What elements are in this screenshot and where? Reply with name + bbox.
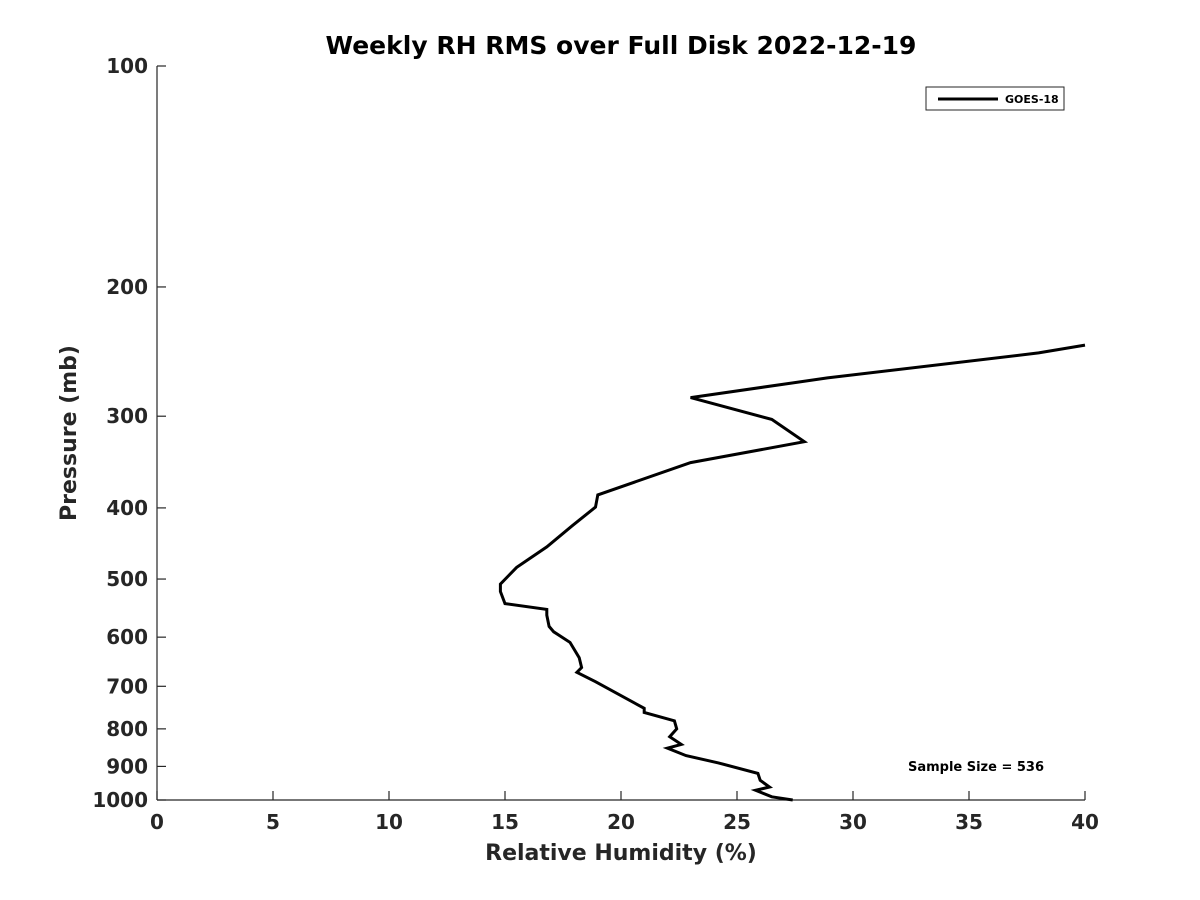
y-tick-label: 1000 [92, 788, 148, 812]
x-tick-label: 0 [150, 810, 164, 834]
axes: 0 5 10 15 20 25 30 35 40 100 200 300 400 500 600 700 800… [92, 54, 1099, 834]
x-tick-label: 35 [955, 810, 983, 834]
x-tick-label: 30 [839, 810, 867, 834]
series-line [498, 343, 1086, 802]
y-tick-label: 200 [106, 275, 148, 299]
x-tick-label: 10 [375, 810, 403, 834]
x-tick-label: 20 [607, 810, 635, 834]
chart-title: Weekly RH RMS over Full Disk 2022-12-19 [326, 31, 917, 60]
x-axis-label: Relative Humidity (%) [485, 841, 757, 866]
legend: GOES-18 [925, 86, 1065, 111]
x-tick-label: 5 [266, 810, 280, 834]
y-tick-label: 900 [106, 754, 148, 778]
series-layer [498, 343, 1086, 802]
sample-size-annotation: Sample Size = 536 [908, 760, 1044, 775]
y-tick-label: 500 [106, 567, 148, 591]
y-tick-label: 400 [106, 496, 148, 520]
x-tick-label: 40 [1071, 810, 1099, 834]
y-tick-label: 100 [106, 54, 148, 78]
y-tick-label: 600 [106, 625, 148, 649]
y-tick-label: 300 [106, 404, 148, 428]
legend-label: GOES-18 [1005, 93, 1059, 106]
x-tick-label: 25 [723, 810, 751, 834]
y-axis-label: Pressure (mb) [57, 345, 82, 521]
y-tick-label: 700 [106, 674, 148, 698]
x-tick-label: 15 [491, 810, 519, 834]
y-tick-label: 800 [106, 717, 148, 741]
